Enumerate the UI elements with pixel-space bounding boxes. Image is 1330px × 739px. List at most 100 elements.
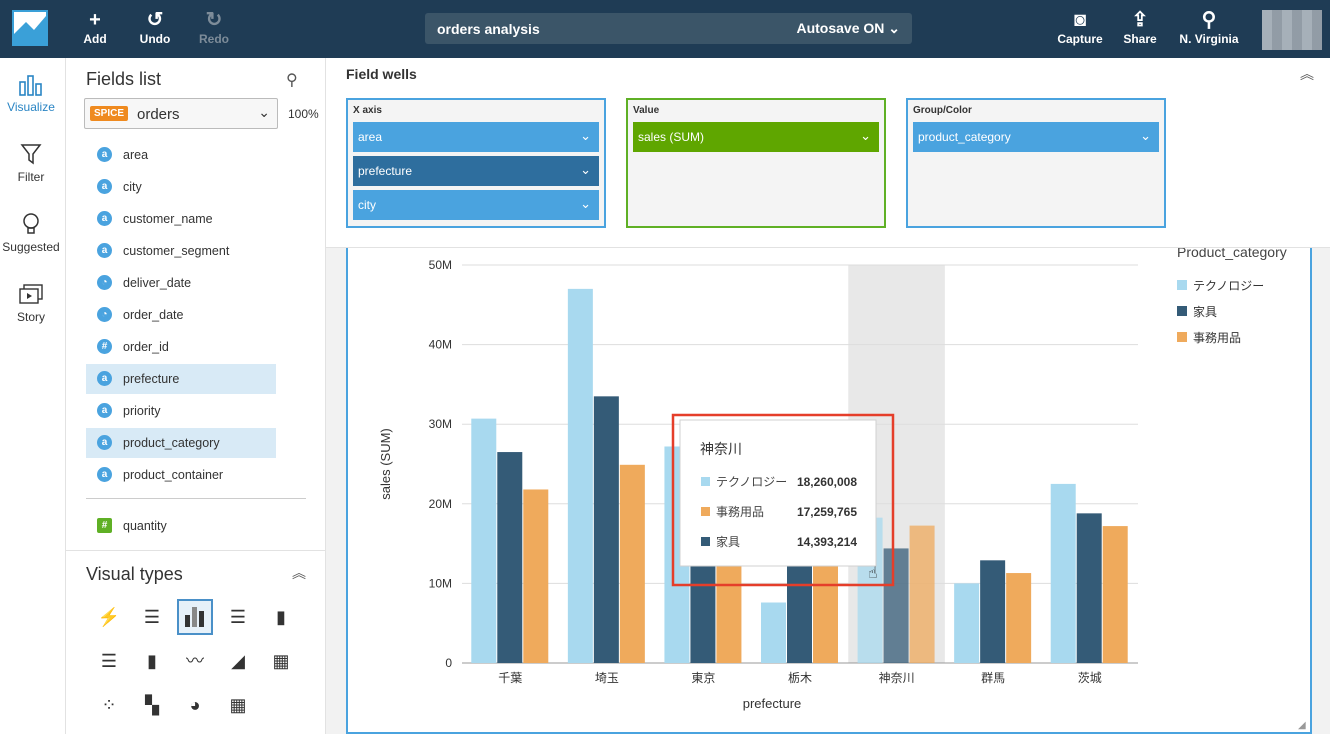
dataset-select[interactable]: SPICE orders ⌄ [84, 98, 278, 129]
fields-list-title: Fields list [86, 69, 162, 89]
chevron-down-icon: ⌄ [580, 196, 591, 211]
legend-swatch [1177, 280, 1187, 290]
measure-field-icon: # [97, 518, 112, 533]
stacked-horizontal-bar-icon[interactable]: ☰ [229, 607, 247, 627]
bar [497, 452, 523, 663]
redo-button[interactable]: ↻ Redo [184, 8, 244, 46]
stacked-vertical-bar-icon[interactable]: ▮ [276, 607, 286, 627]
plus-icon: + [89, 9, 101, 31]
legend-title: Product_category [1177, 248, 1287, 260]
x-axis-pill-city[interactable]: city ⌄ [353, 190, 599, 220]
tooltip-box [679, 419, 877, 567]
date-field-icon: ◔ [97, 275, 112, 290]
field-customer-name[interactable]: a customer_name [86, 204, 276, 234]
x-axis-pill-prefecture[interactable]: prefecture ⌄ [353, 156, 599, 186]
chevron-down-icon: ⌄ [580, 162, 591, 177]
undo-button[interactable]: ↺ Undo [125, 8, 185, 46]
group-pill-product-category[interactable]: product_category ⌄ [913, 122, 1159, 152]
vertical-clustered-bar-icon[interactable] [177, 599, 213, 635]
field-city[interactable]: a city [86, 172, 276, 202]
chevron-down-icon: ⌄ [888, 20, 900, 36]
field-product-category[interactable]: a product_category [86, 428, 276, 458]
y-tick-label: 50M [429, 258, 452, 272]
chevron-down-icon: ⌄ [860, 128, 871, 143]
tree-map-icon[interactable]: ▚ [145, 695, 159, 715]
region-button[interactable]: ⚲ N. Virginia [1174, 8, 1244, 46]
line-chart-icon[interactable]: 〰 [186, 651, 204, 671]
field-divider[interactable] [86, 498, 306, 499]
field-customer-segment[interactable]: a customer_segment [86, 236, 276, 266]
string-field-icon: a [97, 243, 112, 258]
string-field-icon: a [97, 211, 112, 226]
nav-suggested[interactable]: Suggested [0, 212, 62, 254]
bar [980, 560, 1006, 663]
nav-visualize[interactable]: Visualize [0, 72, 62, 114]
value-pill-sales[interactable]: sales (SUM) ⌄ [633, 122, 879, 152]
horizontal-100-bar-icon[interactable]: ☰ [100, 651, 118, 671]
analysis-canvas: 0 10M 20M 30M 40M 50M 千葉 埼玉 東京 栃木 神奈川 群馬 茨城 prefectur… [326, 244, 1330, 734]
analysis-name-field[interactable]: orders analysis Autosave ON ⌄ [425, 13, 912, 44]
x-tick-label: 東京 [691, 671, 715, 685]
search-icon[interactable]: ⚲ [286, 72, 298, 89]
collapse-icon[interactable]: ︽ [1300, 66, 1314, 82]
value-well[interactable]: Value sales (SUM) ⌄ [626, 98, 886, 228]
top-bar: + Add ↺ Undo ↻ Redo orders analysis Auto… [0, 0, 1330, 58]
x-tick-label: 栃木 [788, 671, 812, 685]
nav-story[interactable]: Story [0, 282, 62, 324]
story-icon [0, 282, 62, 310]
legend-item: テクノロジー [1193, 279, 1264, 293]
field-quantity[interactable]: # quantity [86, 511, 276, 541]
vertical-100-bar-icon[interactable]: ▮ [147, 651, 157, 671]
collapse-icon[interactable]: ︽ [292, 565, 306, 581]
visual-types-title: Visual types [86, 564, 183, 584]
x-tick-label: 群馬 [981, 671, 1005, 685]
bar [1006, 573, 1032, 663]
bar-chart-visual[interactable]: 0 10M 20M 30M 40M 50M 千葉 埼玉 東京 栃木 神奈川 群馬 茨城 prefectur… [346, 244, 1312, 734]
bar [619, 464, 645, 663]
capture-button[interactable]: ◙ Capture [1050, 8, 1110, 46]
x-axis-well[interactable]: X axis area ⌄ prefecture ⌄ city ⌄ [346, 98, 606, 228]
pivot-table-icon[interactable]: ▦ [272, 651, 290, 671]
autograph-icon[interactable]: ⚡ [97, 607, 121, 627]
field-priority[interactable]: a priority [86, 396, 276, 426]
string-field-icon: a [97, 371, 112, 386]
legend-swatch [1177, 332, 1187, 342]
field-deliver-date[interactable]: ◔ deliver_date [86, 268, 276, 298]
chevron-down-icon: ⌄ [580, 128, 591, 143]
field-order-id[interactable]: # order_id [86, 332, 276, 362]
x-tick-label: 茨城 [1078, 671, 1102, 685]
group-color-well[interactable]: Group/Color product_category ⌄ [906, 98, 1166, 228]
tooltip-title: 神奈川 [700, 442, 742, 458]
nav-filter[interactable]: Filter [0, 142, 62, 184]
hand-cursor-icon: ☝ [868, 563, 878, 582]
x-tick-label: 神奈川 [879, 671, 915, 685]
share-button[interactable]: ⇪ Share [1110, 8, 1170, 46]
tooltip-swatch [701, 507, 710, 516]
field-area[interactable]: a area [86, 140, 276, 170]
user-account-blurred[interactable] [1262, 10, 1322, 50]
add-button[interactable]: + Add [65, 8, 125, 46]
x-axis-pill-area[interactable]: area ⌄ [353, 122, 599, 152]
share-icon: ⇪ [1131, 9, 1149, 31]
field-order-date[interactable]: ◔ order_date [86, 300, 276, 330]
lightbulb-icon [0, 212, 62, 240]
funnel-icon [0, 142, 62, 170]
horizontal-bar-icon[interactable]: ☰ [143, 607, 161, 627]
location-pin-icon: ⚲ [1201, 9, 1217, 31]
x-tick-label: 埼玉 [595, 671, 619, 685]
tooltip-value: 14,393,214 [797, 535, 857, 549]
legend-swatch [1177, 306, 1187, 316]
pie-chart-icon[interactable]: ◕ [189, 695, 201, 715]
heat-map-icon[interactable]: ▦ [229, 695, 247, 715]
chevron-down-icon: ⌄ [1140, 128, 1151, 143]
quicksight-logo[interactable] [12, 10, 48, 46]
area-chart-icon[interactable]: ◢ [231, 651, 245, 671]
autosave-toggle[interactable]: Autosave ON ⌄ [796, 20, 900, 36]
y-tick-label: 0 [445, 656, 452, 670]
scatter-plot-icon[interactable]: ⁘ [101, 695, 117, 715]
field-wells-panel: Field wells ︽ X axis area ⌄ prefecture ⌄ c… [326, 58, 1330, 248]
field-product-container[interactable]: a product_container [86, 460, 276, 490]
legend-item: 家具 [1193, 304, 1217, 319]
field-prefecture[interactable]: a prefecture [86, 364, 276, 394]
